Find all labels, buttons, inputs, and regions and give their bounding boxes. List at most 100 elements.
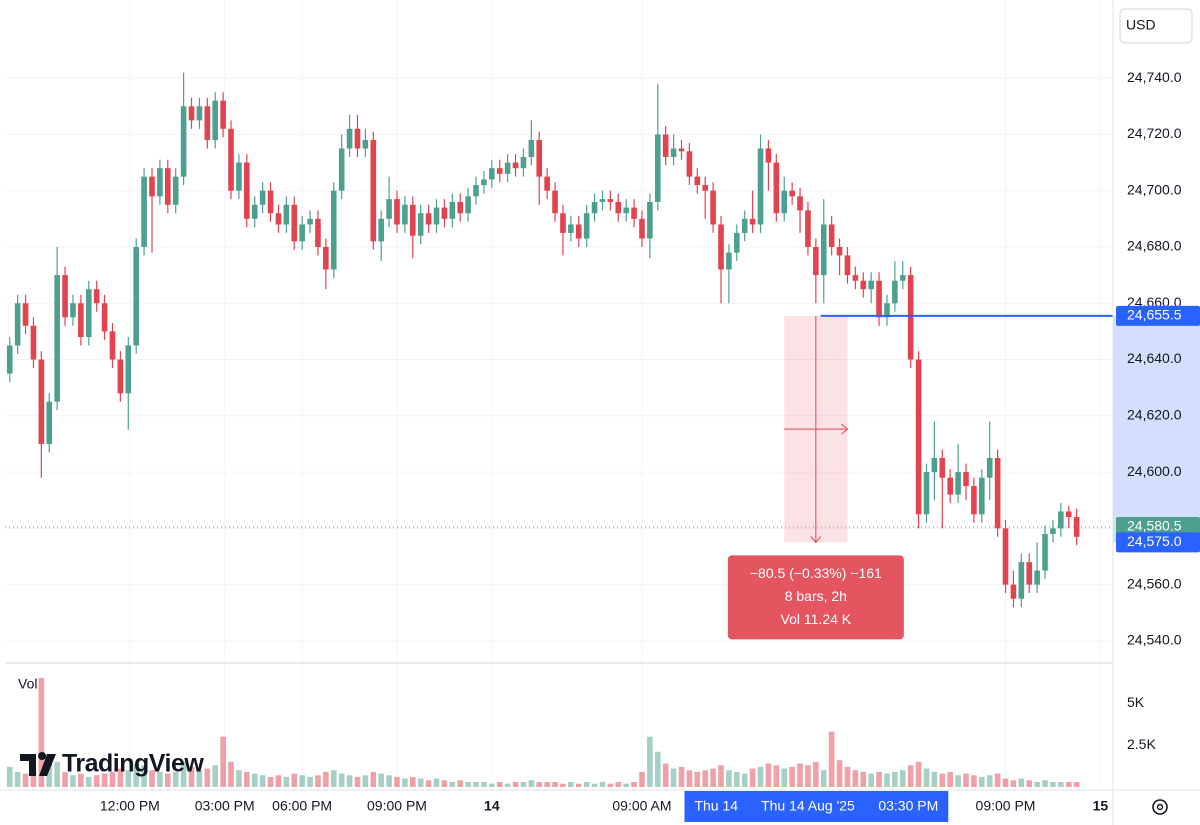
candle-body	[868, 280, 874, 290]
candle-body	[338, 148, 345, 191]
volume-bar	[662, 763, 669, 787]
volume-bar	[828, 731, 835, 787]
candle-body	[496, 168, 503, 174]
candle-body	[101, 303, 108, 332]
candle-body	[623, 207, 629, 214]
candle-body	[670, 148, 677, 157]
candle-body	[931, 458, 938, 473]
x-tick-label: 09:00 PM	[367, 798, 427, 814]
volume-bar	[765, 763, 772, 787]
candle-body	[1050, 528, 1056, 534]
candle-body	[1073, 517, 1080, 537]
candle-body	[923, 472, 930, 515]
volume-bar	[6, 766, 13, 787]
x-highlight-label: 03:30 PM	[878, 798, 938, 814]
volume-bar	[457, 780, 464, 787]
candle-body	[813, 246, 819, 276]
candle-body	[220, 100, 226, 129]
volume-bar	[552, 781, 558, 787]
candle-body	[433, 207, 440, 225]
candle-body	[323, 246, 329, 270]
volume-bar	[820, 770, 827, 787]
volume-bar	[307, 776, 313, 787]
volume-bar	[907, 765, 914, 787]
y-tick-label: 24,700.0	[1127, 181, 1182, 197]
candle-body	[6, 345, 13, 374]
volume-bar	[101, 773, 108, 787]
volume-bar	[433, 778, 440, 787]
volume-bar	[939, 773, 946, 787]
candle-body	[599, 199, 606, 202]
measure-text: −80.5 (−0.33%) −161	[750, 565, 882, 581]
volume-bar	[979, 776, 985, 787]
volume-bar	[402, 778, 408, 787]
candle-body	[607, 199, 614, 202]
volume-bar	[30, 770, 37, 787]
volume-bar	[623, 783, 629, 787]
currency-button[interactable]	[1119, 8, 1193, 44]
candle-body	[575, 224, 582, 239]
settings-button[interactable]	[1152, 799, 1168, 815]
volume-bar	[876, 771, 882, 787]
y-tick-label: 24,720.0	[1127, 125, 1182, 141]
volume-bar	[757, 766, 764, 787]
volume-bar	[346, 775, 353, 787]
candle-body	[244, 162, 250, 219]
volume-bar	[607, 783, 614, 787]
candle-body	[330, 190, 337, 270]
volume-bar	[133, 763, 139, 787]
candle-body	[449, 201, 456, 219]
measure-arrow-head	[810, 536, 822, 544]
x-tick-label: 09:00 AM	[612, 798, 671, 814]
volume-tick-label: 5K	[1127, 694, 1145, 710]
volume-bar	[1026, 780, 1033, 787]
candle-body	[425, 213, 432, 225]
candle-body	[726, 252, 732, 270]
candle-body	[251, 204, 258, 219]
volume-bar	[852, 770, 859, 787]
candle-body	[212, 100, 219, 141]
candle-body	[734, 232, 740, 253]
candle-body	[409, 204, 416, 236]
candle-body	[639, 218, 645, 239]
candle-body	[915, 359, 922, 515]
x-highlight-bg	[684, 791, 949, 822]
candle-body	[860, 280, 867, 290]
volume-bar	[947, 771, 953, 787]
measure-arrow-head	[841, 423, 849, 435]
candle-body	[93, 289, 100, 304]
price-label: 24,575.0	[1127, 533, 1182, 549]
candle-body	[1058, 511, 1064, 529]
candle-body	[196, 106, 203, 121]
candle-body	[1034, 570, 1040, 585]
candle-body	[386, 199, 392, 219]
volume-bar	[165, 773, 171, 787]
candle-body	[291, 204, 298, 242]
candle-body	[504, 162, 511, 174]
candle-body	[654, 134, 661, 202]
volume-bar	[1034, 781, 1040, 787]
volume-bar	[85, 776, 92, 787]
volume-bar	[647, 736, 653, 787]
candle-body	[1002, 528, 1009, 585]
candle-body	[417, 213, 424, 236]
y-tick-label: 24,620.0	[1127, 407, 1182, 423]
candle-body	[1065, 511, 1072, 518]
volume-bar	[789, 766, 795, 787]
price-label: 24,655.5	[1127, 307, 1182, 323]
candle-body	[346, 128, 353, 149]
volume-label: Vol	[18, 676, 37, 692]
x-tick-label: 15	[1093, 798, 1109, 814]
volume-bar	[362, 775, 369, 787]
volume-bar	[773, 765, 780, 787]
volume-bar	[267, 776, 274, 787]
candle-body	[1026, 562, 1033, 585]
x-tick-label: 09:00 PM	[976, 798, 1036, 814]
candle-body	[520, 156, 527, 169]
candle-body	[741, 218, 748, 233]
candle-body	[172, 176, 179, 205]
candle-body	[267, 190, 274, 214]
candle-body	[820, 224, 827, 276]
volume-bar	[512, 781, 519, 787]
volume-bar	[259, 775, 266, 787]
